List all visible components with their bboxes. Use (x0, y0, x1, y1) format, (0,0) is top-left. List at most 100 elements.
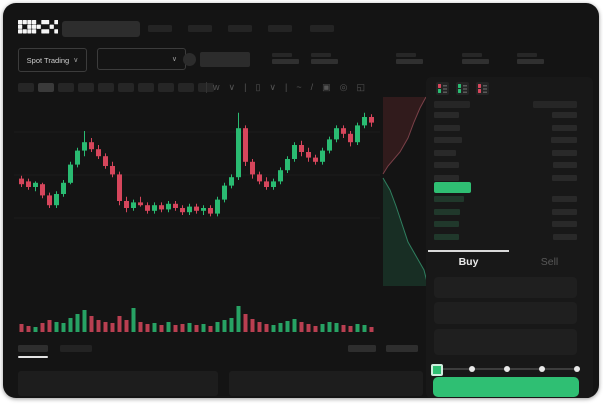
timeframe-button-2[interactable] (38, 83, 54, 92)
stat-label-2 (311, 53, 331, 57)
ask-row-price[interactable] (434, 149, 456, 156)
tab-sell[interactable]: Sell (509, 250, 590, 272)
timeframe-button-7[interactable] (138, 83, 154, 92)
ask-row-price[interactable] (434, 162, 459, 168)
amount-slider[interactable] (431, 362, 580, 376)
orders-table-right (229, 371, 423, 396)
coin-icon (183, 53, 196, 66)
pair-selector-dropdown[interactable]: ∨ (97, 48, 186, 70)
chart-tool-icon-5[interactable]: ∨ (269, 82, 276, 92)
buy-tab-label: Buy (458, 256, 479, 268)
nav-item-3[interactable] (228, 25, 252, 32)
orders-tab-active[interactable] (18, 345, 48, 352)
chart-tool-icon-7[interactable]: ~ (296, 82, 302, 92)
stat-label-4 (462, 53, 482, 57)
market-type-label: Spot Trading (26, 55, 70, 65)
orders-tab-2[interactable] (60, 345, 92, 352)
ask-row-amount[interactable] (553, 162, 577, 168)
orders-filter-2[interactable] (386, 345, 418, 352)
chart-tool-icon-6: | (284, 82, 288, 92)
chart-tool-icon-11[interactable]: ◱ (356, 82, 365, 92)
timeframe-button-3[interactable] (58, 83, 74, 92)
ask-row-amount[interactable] (552, 124, 577, 131)
stat-label-1 (272, 53, 292, 57)
bid-row-price[interactable] (434, 196, 464, 202)
slider-step-25[interactable] (469, 366, 475, 372)
bid-row-amount[interactable] (553, 233, 577, 240)
slider-step-50[interactable] (504, 366, 510, 372)
last-price-highlight[interactable] (434, 182, 471, 193)
sell-tab-label: Sell (540, 256, 559, 268)
ask-row-amount[interactable] (552, 112, 577, 118)
timeframe-button-4[interactable] (78, 83, 94, 92)
search-input[interactable] (62, 21, 140, 37)
orderbook-header-price (434, 101, 470, 108)
ask-row-amount[interactable] (552, 174, 577, 181)
slider-step-75[interactable] (539, 366, 545, 372)
depth-bid-area (383, 178, 428, 286)
depth-ask-area (383, 97, 426, 174)
okx-logo[interactable] (18, 20, 58, 34)
tab-buy[interactable]: Buy (428, 250, 509, 272)
timeframe-button-6[interactable] (118, 83, 134, 92)
combined-view-icon[interactable] (436, 82, 449, 95)
pair-name-placeholder (200, 52, 250, 67)
slider-step-100[interactable] (574, 366, 580, 372)
nav-item-4[interactable] (268, 25, 292, 32)
timeframe-button-9[interactable] (178, 83, 194, 92)
ask-row-price[interactable] (434, 137, 462, 143)
trade-tabs: Buy Sell (428, 250, 590, 272)
bid-row-amount[interactable] (552, 221, 577, 227)
chart-tool-icon-9[interactable]: ▣ (322, 82, 331, 92)
depth-ask-line (382, 96, 427, 175)
chart-tool-icons: w ∨ | ▯ ∨ | ~ / ▣ ◎ ◱ (213, 81, 365, 94)
amount-input[interactable] (434, 302, 577, 324)
chart-tool-icon-3: | (244, 82, 247, 92)
stat-label-3 (396, 53, 416, 57)
slider-handle[interactable] (431, 364, 443, 376)
bid-row-price[interactable] (434, 221, 459, 227)
ask-row-price[interactable] (434, 174, 459, 181)
chart-tool-icon-8[interactable]: / (310, 82, 314, 92)
stat-value-4 (462, 59, 489, 64)
chart-tool-icon-4[interactable]: ▯ (255, 82, 261, 92)
bid-row-price[interactable] (434, 233, 459, 240)
ask-row-amount[interactable] (552, 149, 577, 156)
stat-value-1 (272, 59, 299, 64)
market-type-dropdown[interactable]: Spot Trading ∨ (18, 48, 87, 72)
nav-item-1[interactable] (148, 25, 172, 32)
buy-button[interactable] (433, 377, 579, 397)
chart-tool-icon-1[interactable]: w (213, 82, 220, 92)
chart-tool-icon-10[interactable]: ◎ (339, 82, 348, 92)
nav-item-5[interactable] (310, 25, 334, 32)
orders-table-left (18, 371, 218, 396)
active-tab-underline (18, 356, 48, 358)
price-input[interactable] (434, 277, 577, 298)
orderbook-header-amount (533, 101, 577, 108)
chevron-down-icon: ∨ (73, 56, 79, 64)
ask-row-price[interactable] (434, 124, 460, 131)
timeframe-button-8[interactable] (158, 83, 174, 92)
bids-view-icon[interactable] (456, 82, 469, 95)
chart-tool-icon-2[interactable]: ∨ (228, 82, 236, 92)
asks-view-icon[interactable] (476, 82, 489, 95)
main-nav (148, 25, 348, 33)
toolbar-divider (206, 82, 207, 93)
stat-value-3 (396, 59, 423, 64)
timeframe-button-5[interactable] (98, 83, 114, 92)
depth-chart (382, 96, 429, 287)
orders-filter-1[interactable] (348, 345, 376, 352)
ask-row-amount[interactable] (551, 137, 577, 143)
stat-value-2 (311, 59, 338, 64)
ask-row-price[interactable] (434, 112, 459, 118)
bid-row-amount[interactable] (552, 208, 577, 215)
stat-value-5 (517, 59, 544, 64)
nav-item-2[interactable] (188, 25, 212, 32)
bid-row-amount[interactable] (552, 196, 577, 202)
stat-label-5 (517, 53, 537, 57)
timeframe-button-1[interactable] (18, 83, 34, 92)
total-input[interactable] (434, 329, 577, 355)
candlestick-chart[interactable] (14, 96, 380, 338)
bid-row-price[interactable] (434, 208, 460, 215)
